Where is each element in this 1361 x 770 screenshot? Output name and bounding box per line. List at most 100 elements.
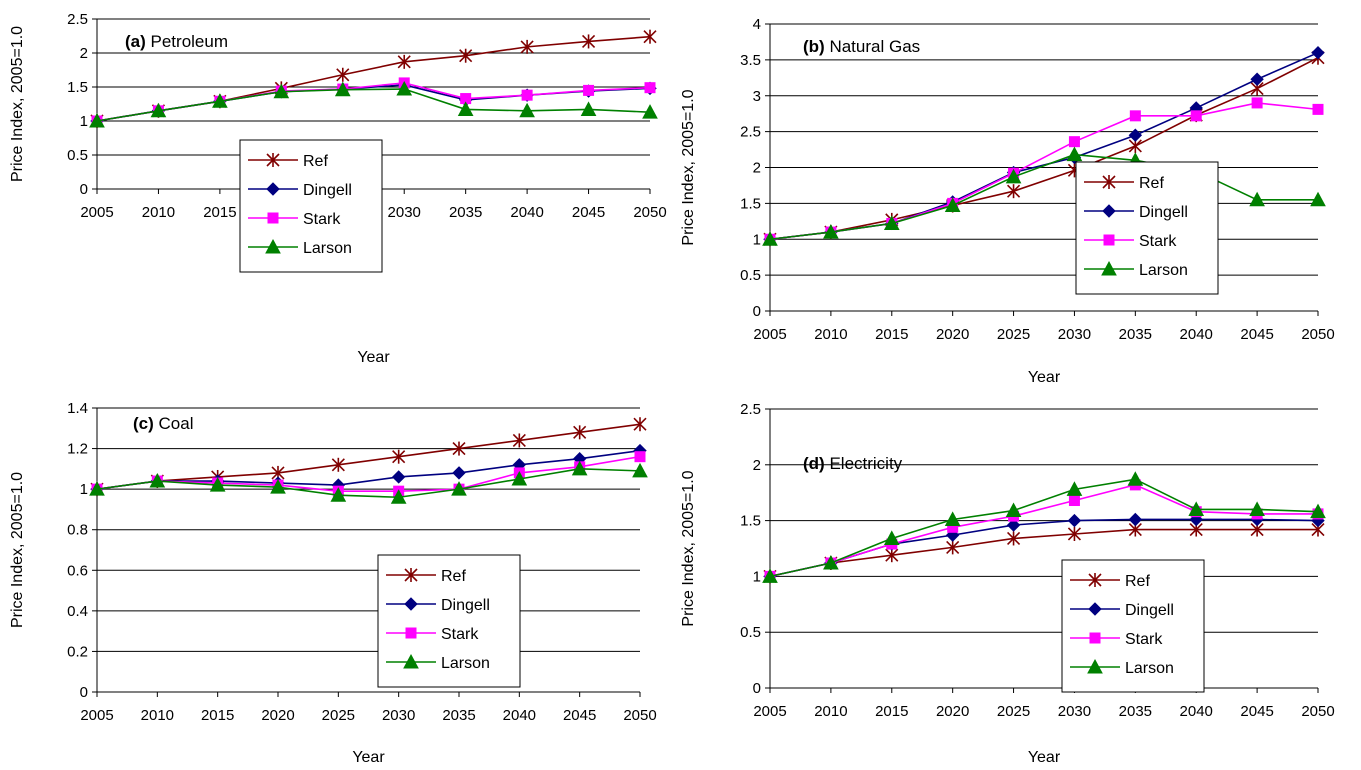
x-tick-label: 2045 [1240,703,1273,720]
series-line [769,528,1318,578]
data-point [1310,503,1326,519]
x-tick-label: 2010 [142,204,175,221]
data-point [1005,168,1022,184]
data-point [519,102,535,118]
legend-item: Stark [1070,631,1163,648]
series-line [769,518,1319,578]
legend-marker [1088,602,1102,616]
legend-marker [1102,204,1116,218]
data-point [823,224,839,239]
x-tick-label: 2010 [814,703,847,720]
legend-item: Dingell [386,597,490,614]
series-ref [763,522,1325,584]
x-tick-label: 2030 [382,707,415,724]
legend-item: Larson [386,653,490,672]
x-tick-label: 2015 [201,707,234,724]
legend-label: Ref [441,568,466,585]
x-axis-title: Year [357,349,390,366]
y-tick-label: 0 [753,680,761,697]
data-point [1128,512,1143,527]
data-point [1190,110,1202,122]
data-point [397,54,411,69]
legend-label: Larson [441,655,490,672]
data-point [581,34,596,49]
panel-title: (b) Natural Gas [803,37,920,56]
y-tick-label: 0 [753,303,761,320]
x-tick-label: 2030 [388,204,421,221]
legend-box [1075,161,1219,295]
data-point [396,80,413,96]
y-tick-label: 1 [753,568,761,585]
y-axis-title: Price Index, 2005=1.0 [680,470,697,626]
x-tick-label: 2005 [80,204,113,221]
y-tick-label: 0.6 [67,562,88,579]
panel-label: (b) [803,37,825,56]
data-point [944,197,961,213]
data-point [633,417,647,432]
y-tick-label: 1.4 [67,400,88,417]
x-tick-label: 2030 [1058,703,1091,720]
data-point [150,102,167,118]
data-point [512,433,526,448]
panel-title: (c) Coal [133,414,193,433]
series-line [96,88,651,122]
y-tick-label: 0 [80,684,88,701]
legend: Ref Dingell Stark Larson [1061,559,1205,693]
x-tick-label: 2030 [1058,326,1091,343]
x-axis-title: Year [352,749,385,766]
legend-label: Larson [1125,660,1174,677]
legend-marker [267,212,279,224]
data-point [209,477,226,492]
legend: Ref Dingell Stark Larson [1075,161,1219,295]
data-point [1067,526,1082,541]
data-point [1005,502,1022,518]
legend-label: Ref [1125,573,1150,590]
data-point [273,83,290,99]
x-tick-label: 2010 [814,326,847,343]
data-point [762,231,778,246]
x-tick-label: 2035 [1119,703,1152,720]
x-axis-title: Year [1028,749,1061,766]
y-tick-label: 1.5 [740,195,761,212]
x-tick-label: 2045 [572,204,605,221]
legend-marker [1101,260,1117,276]
x-tick-label: 2020 [261,707,294,724]
panel-label: (d) [803,454,825,473]
x-tick-label: 2045 [563,707,596,724]
y-tick-label: 2 [753,160,761,177]
x-tick-label: 2025 [997,326,1030,343]
data-point [946,540,960,555]
y-axis-title: Price Index, 2005=1.0 [680,89,697,245]
data-point [331,457,345,472]
panel-label: (a) [125,32,146,51]
data-point [1249,191,1265,207]
legend-label: Larson [303,240,352,257]
legend-marker [266,182,280,196]
y-tick-label: 2.5 [740,124,761,141]
data-point [334,81,351,97]
data-point [391,470,406,484]
x-tick-label: 2050 [623,707,656,724]
legend-item: Ref [386,568,466,585]
y-axis-title: Price Index, 2005=1.0 [9,26,26,182]
panel-title: (a) Petroleum [125,32,228,51]
x-tick-label: 2050 [633,204,666,221]
data-point [520,39,534,54]
legend-box [239,139,383,273]
y-tick-label: 1.5 [740,513,761,530]
y-tick-label: 0.5 [67,147,88,164]
series-line [96,449,641,490]
legend-label: Dingell [1139,204,1188,221]
series-line [96,468,641,499]
data-point [1129,110,1141,122]
legend-item: Larson [248,238,352,257]
data-point [823,554,839,570]
legend-item: Dingell [248,182,352,199]
data-point [212,93,228,108]
data-point [452,441,466,456]
legend-label: Stark [1139,233,1177,250]
data-point [1006,184,1021,199]
x-tick-label: 2020 [936,703,969,720]
legend-marker [404,597,418,611]
legend-marker [1087,658,1103,674]
